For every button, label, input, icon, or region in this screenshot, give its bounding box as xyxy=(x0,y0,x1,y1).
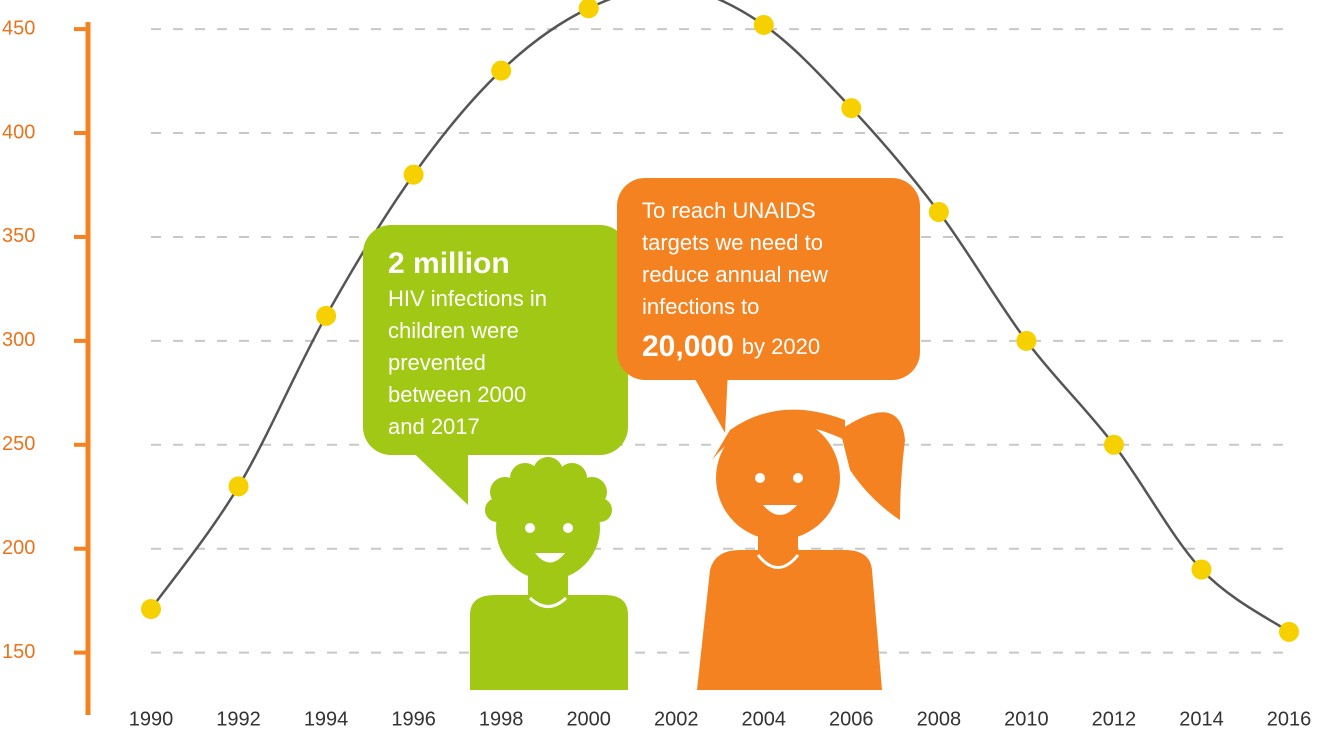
annotation-headline: 2 million xyxy=(388,247,510,280)
annotation-line: reduce annual new xyxy=(642,262,828,287)
annotation-line: HIV infections in xyxy=(388,286,547,311)
annotation-line: between 2000 xyxy=(388,382,526,407)
x-tick-label: 1990 xyxy=(129,708,174,730)
x-tick-label: 2000 xyxy=(566,708,611,730)
x-tick-label: 2004 xyxy=(742,708,787,730)
point xyxy=(1016,330,1037,351)
y-tick-label: 450 xyxy=(2,17,35,39)
point xyxy=(141,598,161,619)
point xyxy=(578,0,599,19)
annotation-headline: 20,000 xyxy=(642,330,734,363)
boy-illustration xyxy=(470,457,628,690)
x-tick-label: 2010 xyxy=(1004,708,1049,730)
annotation-line: To reach UNAIDS xyxy=(642,198,816,223)
annotation-line: targets we need to xyxy=(642,230,823,255)
point xyxy=(403,164,424,185)
x-tick-label: 2006 xyxy=(829,708,874,730)
y-tick-label: 250 xyxy=(2,433,35,455)
point xyxy=(316,305,337,326)
annotation-line: and 2017 xyxy=(388,414,480,439)
point xyxy=(491,60,512,81)
girl-illustration xyxy=(697,409,905,690)
green-bubble xyxy=(363,225,628,505)
y-tick-label: 300 xyxy=(2,329,35,351)
y-tick-label: 200 xyxy=(2,537,35,559)
point xyxy=(1103,434,1124,455)
orange-bubble xyxy=(617,178,920,433)
annotation-suffix: by 2020 xyxy=(742,334,820,359)
grid xyxy=(141,0,1299,654)
x-tick-label: 2008 xyxy=(917,708,962,730)
point xyxy=(1279,621,1299,642)
y-tick-label: 150 xyxy=(2,641,35,663)
x-tick-label: 2012 xyxy=(1092,708,1137,730)
point xyxy=(753,14,774,35)
x-tick-label: 2014 xyxy=(1179,708,1224,730)
point xyxy=(841,98,862,119)
point xyxy=(1191,559,1212,580)
x-tick-label: 1996 xyxy=(391,708,436,730)
x-tick-label: 1992 xyxy=(216,708,261,730)
x-tick-label: 2016 xyxy=(1267,708,1312,730)
annotation-line: prevented xyxy=(388,350,486,375)
annotation-headline-line: 20,000 by 2020 xyxy=(642,330,820,363)
x-tick-label: 1994 xyxy=(304,708,349,730)
x-tick-label: 1998 xyxy=(479,708,524,730)
point xyxy=(928,202,949,223)
x-tick-label: 2002 xyxy=(654,708,699,730)
annotation-line: children were xyxy=(388,318,519,343)
y-tick-label: 350 xyxy=(2,225,35,247)
y-tick-label: 400 xyxy=(2,121,35,143)
point xyxy=(228,476,249,497)
annotation-line: infections to xyxy=(642,294,759,319)
